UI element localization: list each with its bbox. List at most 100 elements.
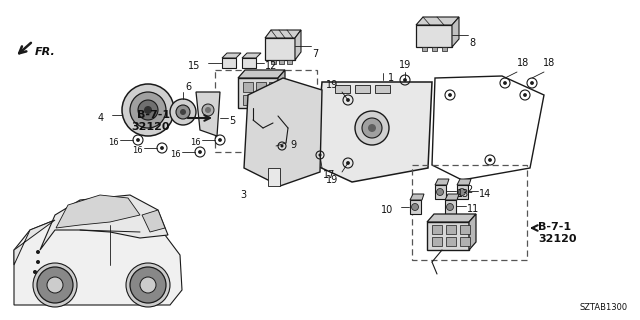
Circle shape	[33, 263, 77, 307]
Text: 11: 11	[467, 204, 479, 214]
Polygon shape	[427, 214, 476, 222]
Circle shape	[448, 93, 452, 97]
Circle shape	[36, 260, 40, 264]
Polygon shape	[416, 17, 459, 25]
Bar	[435, 185, 446, 199]
Text: 4: 4	[98, 113, 104, 123]
Circle shape	[280, 145, 284, 148]
Circle shape	[218, 138, 222, 142]
Text: 19: 19	[326, 80, 338, 90]
Circle shape	[403, 78, 407, 82]
Circle shape	[523, 93, 527, 97]
Circle shape	[346, 161, 350, 165]
Polygon shape	[40, 195, 168, 250]
Text: SZTAB1300: SZTAB1300	[580, 303, 628, 312]
Polygon shape	[315, 82, 432, 182]
Text: 6: 6	[185, 82, 191, 92]
Bar	[460, 237, 470, 246]
Polygon shape	[469, 214, 476, 250]
Polygon shape	[268, 168, 280, 186]
Text: 7: 7	[312, 49, 318, 59]
Bar	[412, 165, 527, 260]
Circle shape	[180, 109, 186, 115]
Bar	[432, 47, 437, 51]
Polygon shape	[457, 179, 471, 185]
Polygon shape	[14, 218, 182, 305]
Bar	[222, 58, 236, 68]
Circle shape	[170, 99, 196, 125]
Text: 8: 8	[469, 38, 475, 48]
Text: 10: 10	[381, 205, 393, 215]
Text: 14: 14	[479, 189, 492, 199]
Bar	[442, 47, 447, 51]
Polygon shape	[14, 220, 55, 265]
Circle shape	[130, 92, 166, 128]
Bar	[287, 60, 292, 64]
Circle shape	[136, 138, 140, 142]
Polygon shape	[265, 38, 295, 60]
Text: 1: 1	[388, 73, 394, 83]
Bar	[256, 95, 266, 105]
Bar	[215, 70, 317, 152]
Circle shape	[202, 104, 214, 116]
Bar	[410, 200, 421, 214]
Circle shape	[319, 154, 321, 156]
Polygon shape	[452, 17, 459, 47]
Bar	[243, 95, 253, 105]
Bar	[256, 82, 266, 92]
Bar	[446, 225, 456, 234]
Circle shape	[33, 270, 37, 274]
Text: 18: 18	[543, 58, 556, 68]
Circle shape	[198, 150, 202, 154]
Bar	[238, 78, 278, 108]
Circle shape	[160, 146, 164, 150]
Text: 16: 16	[108, 138, 119, 147]
Bar	[457, 185, 468, 199]
Polygon shape	[242, 53, 261, 58]
Circle shape	[346, 98, 350, 102]
Polygon shape	[410, 194, 424, 200]
Text: 17: 17	[323, 170, 335, 180]
Polygon shape	[196, 92, 220, 136]
Bar	[375, 85, 390, 93]
Circle shape	[122, 84, 174, 136]
Circle shape	[436, 188, 444, 196]
Circle shape	[458, 188, 465, 196]
Text: B-7-1: B-7-1	[137, 110, 170, 120]
Bar	[269, 95, 279, 105]
Bar	[271, 60, 276, 64]
Circle shape	[205, 107, 211, 113]
Bar	[416, 25, 452, 47]
Circle shape	[140, 277, 156, 293]
Text: 19: 19	[399, 60, 411, 70]
Bar	[269, 82, 279, 92]
Bar	[446, 237, 456, 246]
Polygon shape	[445, 194, 459, 200]
Text: FR.: FR.	[35, 47, 56, 57]
Text: 2: 2	[466, 185, 472, 195]
Text: 16: 16	[170, 149, 181, 158]
Text: 16: 16	[190, 138, 201, 147]
Bar	[242, 58, 256, 68]
Polygon shape	[244, 78, 322, 186]
Circle shape	[126, 263, 170, 307]
Circle shape	[362, 118, 382, 138]
Text: 9: 9	[290, 140, 296, 150]
Polygon shape	[142, 210, 165, 232]
Circle shape	[355, 111, 389, 145]
Circle shape	[447, 204, 454, 211]
Text: 19: 19	[326, 175, 338, 185]
Bar	[445, 200, 456, 214]
Polygon shape	[278, 70, 285, 108]
Bar	[432, 237, 442, 246]
Text: 12: 12	[265, 61, 277, 71]
Circle shape	[503, 81, 507, 85]
Text: B-7-1: B-7-1	[538, 222, 571, 232]
Polygon shape	[222, 53, 241, 58]
Bar	[422, 47, 427, 51]
Circle shape	[176, 105, 190, 119]
Circle shape	[488, 158, 492, 162]
Circle shape	[138, 100, 158, 120]
Bar	[243, 82, 253, 92]
Bar	[355, 85, 370, 93]
